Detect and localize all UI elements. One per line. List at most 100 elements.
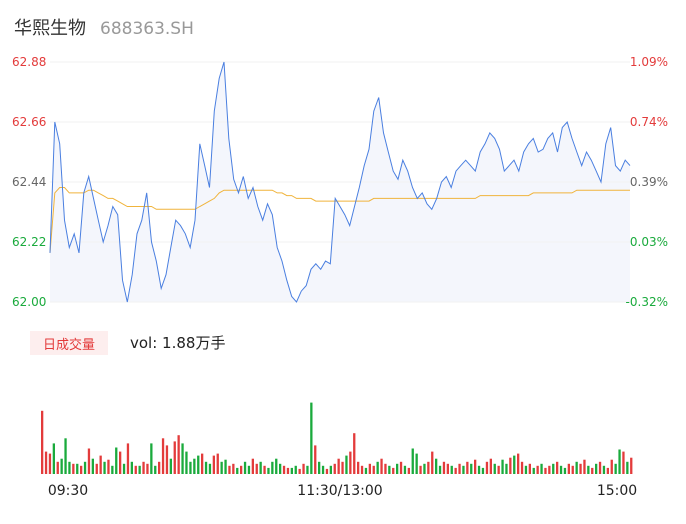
volume-bar [306, 465, 309, 474]
volume-bar [91, 458, 94, 474]
volume-bar [165, 445, 169, 474]
volume-bar [556, 461, 559, 474]
volume-bar [154, 465, 157, 474]
volume-bar [204, 461, 208, 474]
volume-bar [290, 467, 293, 474]
volume-bar [353, 433, 356, 474]
volume-readout: vol: 1.88万手 [130, 334, 226, 352]
volume-bar [224, 459, 227, 474]
volume-bar [435, 458, 438, 474]
volume-bar [602, 465, 606, 474]
volume-bar [524, 465, 528, 474]
percent-tick-label: 0.74% [630, 115, 668, 129]
volume-bar [115, 447, 118, 474]
volume-bar [56, 461, 59, 474]
volume-bar [76, 463, 79, 474]
volume-bar [470, 463, 473, 474]
volume-bar [173, 441, 176, 474]
volume-bar [540, 463, 543, 474]
volume-bar [197, 455, 200, 474]
volume-bars [41, 402, 633, 474]
percent-tick-label: 0.39% [630, 175, 668, 189]
volume-bar [181, 443, 184, 474]
volume-bar [337, 458, 340, 474]
volume-tab[interactable]: 日成交量 [30, 331, 108, 355]
volume-bar [591, 467, 594, 474]
volume-bar [438, 465, 442, 474]
volume-bar [267, 467, 270, 474]
volume-bar [134, 465, 137, 474]
volume-tab-label: 日成交量 [42, 337, 95, 353]
volume-bar [493, 463, 496, 474]
percent-axis-right: 1.09% 0.74% 0.39% 0.03% -0.32% [626, 55, 668, 309]
volume-bar [427, 461, 430, 474]
volume-bar [138, 465, 141, 474]
volume-bar [380, 458, 383, 474]
volume-bar [119, 451, 122, 474]
volume-bar [509, 457, 512, 474]
volume-bar [271, 461, 274, 474]
volume-bar [520, 461, 524, 474]
volume-bar [212, 455, 215, 474]
volume-bar [454, 467, 457, 474]
time-tick-label: 11:30/13:00 [297, 483, 382, 499]
volume-bar [321, 465, 325, 474]
volume-bar [415, 453, 418, 474]
volume-bar [325, 468, 329, 474]
volume-bar [399, 461, 403, 474]
volume-bar [477, 465, 481, 474]
volume-bar [122, 463, 126, 474]
price-tick-label: 62.22 [12, 235, 46, 249]
time-tick-label: 09:30 [48, 483, 88, 499]
volume-bar [614, 463, 617, 474]
volume-bar [83, 461, 87, 474]
volume-bar [505, 463, 508, 474]
percent-tick-label: -0.32% [626, 295, 668, 309]
price-tick-label: 62.00 [12, 295, 46, 309]
volume-bar [177, 435, 180, 474]
volume-bar [161, 438, 165, 474]
volume-bar [630, 457, 633, 474]
volume-bar [407, 467, 410, 474]
volume-bar [259, 461, 262, 474]
volume-bar [220, 461, 223, 474]
volume-bar [150, 443, 153, 474]
volume-bar [396, 463, 399, 474]
percent-tick-label: 1.09% [630, 55, 668, 69]
volume-bar [423, 463, 426, 474]
time-tick-label: 15:00 [597, 483, 637, 499]
price-tick-label: 62.66 [12, 115, 46, 129]
volume-bar [536, 465, 539, 474]
volume-bar [169, 458, 172, 474]
volume-bar [142, 461, 145, 474]
volume-bar [626, 461, 629, 474]
volume-bar [111, 465, 114, 474]
percent-tick-label: 0.03% [630, 235, 668, 249]
volume-bar [403, 465, 407, 474]
volume-bar [329, 465, 332, 474]
volume-bar [286, 467, 290, 474]
volume-bar [64, 438, 67, 474]
volume-bar [193, 458, 196, 474]
volume-bar [559, 465, 563, 474]
volume-bar [411, 448, 414, 474]
volume-bar [263, 465, 266, 474]
volume-bar [41, 410, 44, 474]
volume-bar [622, 451, 625, 474]
volume-bar [528, 463, 531, 474]
volume-bar [99, 455, 102, 474]
price-tick-label: 62.88 [12, 55, 46, 69]
volume-bar [103, 461, 106, 474]
volume-bar [72, 463, 75, 474]
volume-bar [294, 465, 297, 474]
average-line [49, 187, 630, 253]
volume-bar [571, 465, 574, 474]
price-series-line [49, 61, 631, 303]
price-tick-label: 62.44 [12, 175, 46, 189]
volume-bar [595, 463, 598, 474]
time-axis: 09:30 11:30/13:00 15:00 [48, 483, 637, 499]
volume-bar [251, 458, 254, 474]
volume-bar [567, 463, 570, 474]
volume-bar [376, 461, 379, 474]
